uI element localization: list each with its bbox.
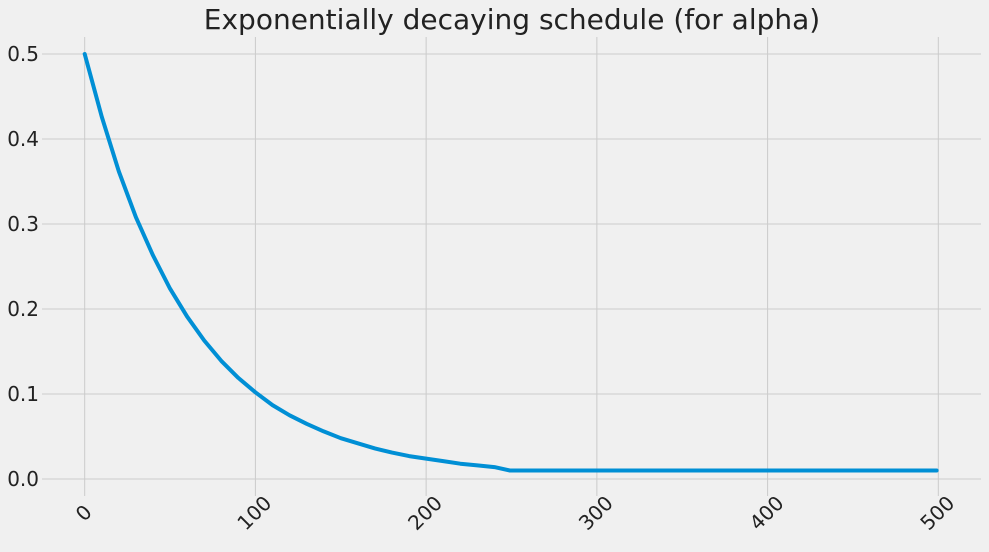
series-line-0 (82, 52, 939, 473)
x-tick-label: 300 (574, 491, 618, 535)
y-tick-label: 0.4 (7, 127, 39, 151)
series-layer (82, 52, 939, 473)
y-tick-label: 0.5 (7, 42, 39, 66)
chart-title: Exponentially decaying schedule (for alp… (204, 3, 820, 36)
x-tick-label: 100 (232, 491, 276, 535)
y-tick-label: 0.2 (7, 297, 39, 321)
y-axis-ticks: 0.0 0.1 0.2 0.3 0.4 0.5 (7, 42, 39, 491)
x-tick-label: 500 (915, 491, 959, 535)
y-tick-label: 0.1 (7, 382, 39, 406)
x-tick-label: 400 (745, 491, 789, 535)
grid (42, 37, 981, 496)
x-axis-ticks: 0 100 200 300 400 500 (71, 491, 960, 535)
y-tick-label: 0.0 (7, 467, 39, 491)
y-tick-label: 0.3 (7, 212, 39, 236)
x-tick-label: 200 (403, 491, 447, 535)
x-tick-label: 0 (71, 500, 97, 526)
